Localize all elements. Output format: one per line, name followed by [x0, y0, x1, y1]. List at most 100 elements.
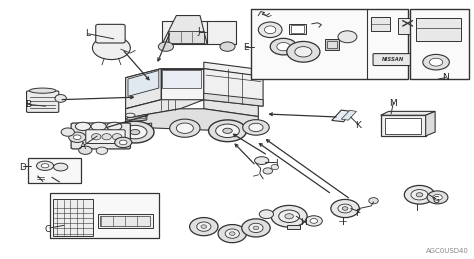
Polygon shape — [127, 114, 147, 123]
Ellipse shape — [310, 219, 318, 223]
Polygon shape — [126, 100, 204, 119]
Bar — [327, 41, 337, 48]
Polygon shape — [162, 16, 207, 44]
Ellipse shape — [201, 225, 207, 228]
Text: F: F — [356, 209, 360, 218]
Bar — [28, 158, 81, 183]
Polygon shape — [204, 93, 263, 106]
Polygon shape — [126, 109, 258, 132]
Ellipse shape — [331, 199, 359, 218]
Bar — [251, 9, 408, 79]
Polygon shape — [126, 123, 152, 130]
Text: N: N — [442, 73, 449, 82]
Bar — [289, 24, 306, 34]
Text: B: B — [26, 100, 31, 109]
Text: K: K — [355, 121, 361, 130]
Ellipse shape — [285, 214, 293, 219]
Polygon shape — [126, 100, 161, 119]
Ellipse shape — [338, 31, 357, 43]
Ellipse shape — [116, 121, 154, 143]
Ellipse shape — [338, 204, 352, 213]
Text: D: D — [19, 163, 26, 171]
FancyBboxPatch shape — [96, 24, 125, 43]
Text: I: I — [275, 159, 278, 168]
Ellipse shape — [271, 164, 279, 170]
Bar — [50, 193, 159, 238]
Ellipse shape — [369, 198, 378, 204]
Ellipse shape — [36, 161, 54, 170]
Ellipse shape — [75, 122, 91, 131]
Text: G: G — [433, 196, 439, 205]
Text: E: E — [243, 44, 248, 52]
Ellipse shape — [61, 128, 74, 136]
Ellipse shape — [253, 226, 259, 230]
FancyBboxPatch shape — [86, 130, 125, 143]
Ellipse shape — [259, 210, 273, 219]
Ellipse shape — [158, 42, 173, 51]
Ellipse shape — [427, 191, 448, 204]
Ellipse shape — [218, 225, 246, 243]
Ellipse shape — [209, 120, 246, 142]
Bar — [207, 21, 236, 44]
Ellipse shape — [69, 132, 86, 142]
Ellipse shape — [92, 36, 130, 60]
Bar — [416, 18, 461, 41]
Bar — [168, 31, 204, 43]
Bar — [398, 18, 419, 34]
Text: H: H — [300, 218, 307, 227]
FancyBboxPatch shape — [373, 54, 413, 66]
Text: C: C — [44, 225, 51, 234]
Ellipse shape — [264, 26, 276, 34]
Ellipse shape — [342, 207, 348, 210]
Ellipse shape — [102, 134, 111, 140]
Bar — [287, 225, 300, 229]
Ellipse shape — [29, 88, 56, 93]
Ellipse shape — [295, 47, 312, 57]
Polygon shape — [341, 110, 356, 120]
Text: NISSAN: NISSAN — [382, 57, 404, 62]
Text: AGC0USD40: AGC0USD40 — [427, 248, 469, 254]
Ellipse shape — [91, 122, 106, 131]
Ellipse shape — [126, 113, 135, 117]
Ellipse shape — [423, 54, 449, 70]
Ellipse shape — [96, 147, 108, 154]
Ellipse shape — [79, 146, 92, 154]
Bar — [162, 21, 207, 44]
Bar — [410, 9, 469, 79]
Text: A: A — [80, 142, 86, 151]
Bar — [100, 216, 150, 226]
Ellipse shape — [119, 140, 127, 145]
Ellipse shape — [112, 134, 122, 140]
Ellipse shape — [223, 128, 232, 133]
Ellipse shape — [123, 125, 147, 139]
Polygon shape — [204, 69, 263, 106]
FancyBboxPatch shape — [71, 123, 130, 149]
Ellipse shape — [258, 22, 282, 38]
Ellipse shape — [404, 185, 435, 204]
Ellipse shape — [190, 218, 218, 236]
Ellipse shape — [263, 168, 273, 174]
Polygon shape — [426, 111, 435, 136]
Ellipse shape — [271, 205, 307, 227]
Bar — [98, 214, 153, 228]
Text: L: L — [85, 29, 90, 38]
Ellipse shape — [115, 137, 132, 148]
Ellipse shape — [249, 223, 263, 233]
Ellipse shape — [220, 42, 235, 51]
Ellipse shape — [411, 190, 428, 200]
Polygon shape — [126, 69, 204, 91]
Bar — [325, 39, 339, 50]
Polygon shape — [161, 69, 204, 100]
Ellipse shape — [305, 216, 322, 226]
Ellipse shape — [279, 210, 300, 222]
Ellipse shape — [429, 58, 443, 66]
Text: J: J — [198, 27, 201, 35]
Ellipse shape — [54, 163, 68, 171]
Ellipse shape — [55, 95, 66, 102]
Polygon shape — [128, 70, 159, 96]
Polygon shape — [162, 70, 201, 88]
Ellipse shape — [170, 119, 200, 137]
Ellipse shape — [255, 157, 269, 164]
Polygon shape — [126, 69, 161, 109]
Ellipse shape — [107, 122, 122, 131]
